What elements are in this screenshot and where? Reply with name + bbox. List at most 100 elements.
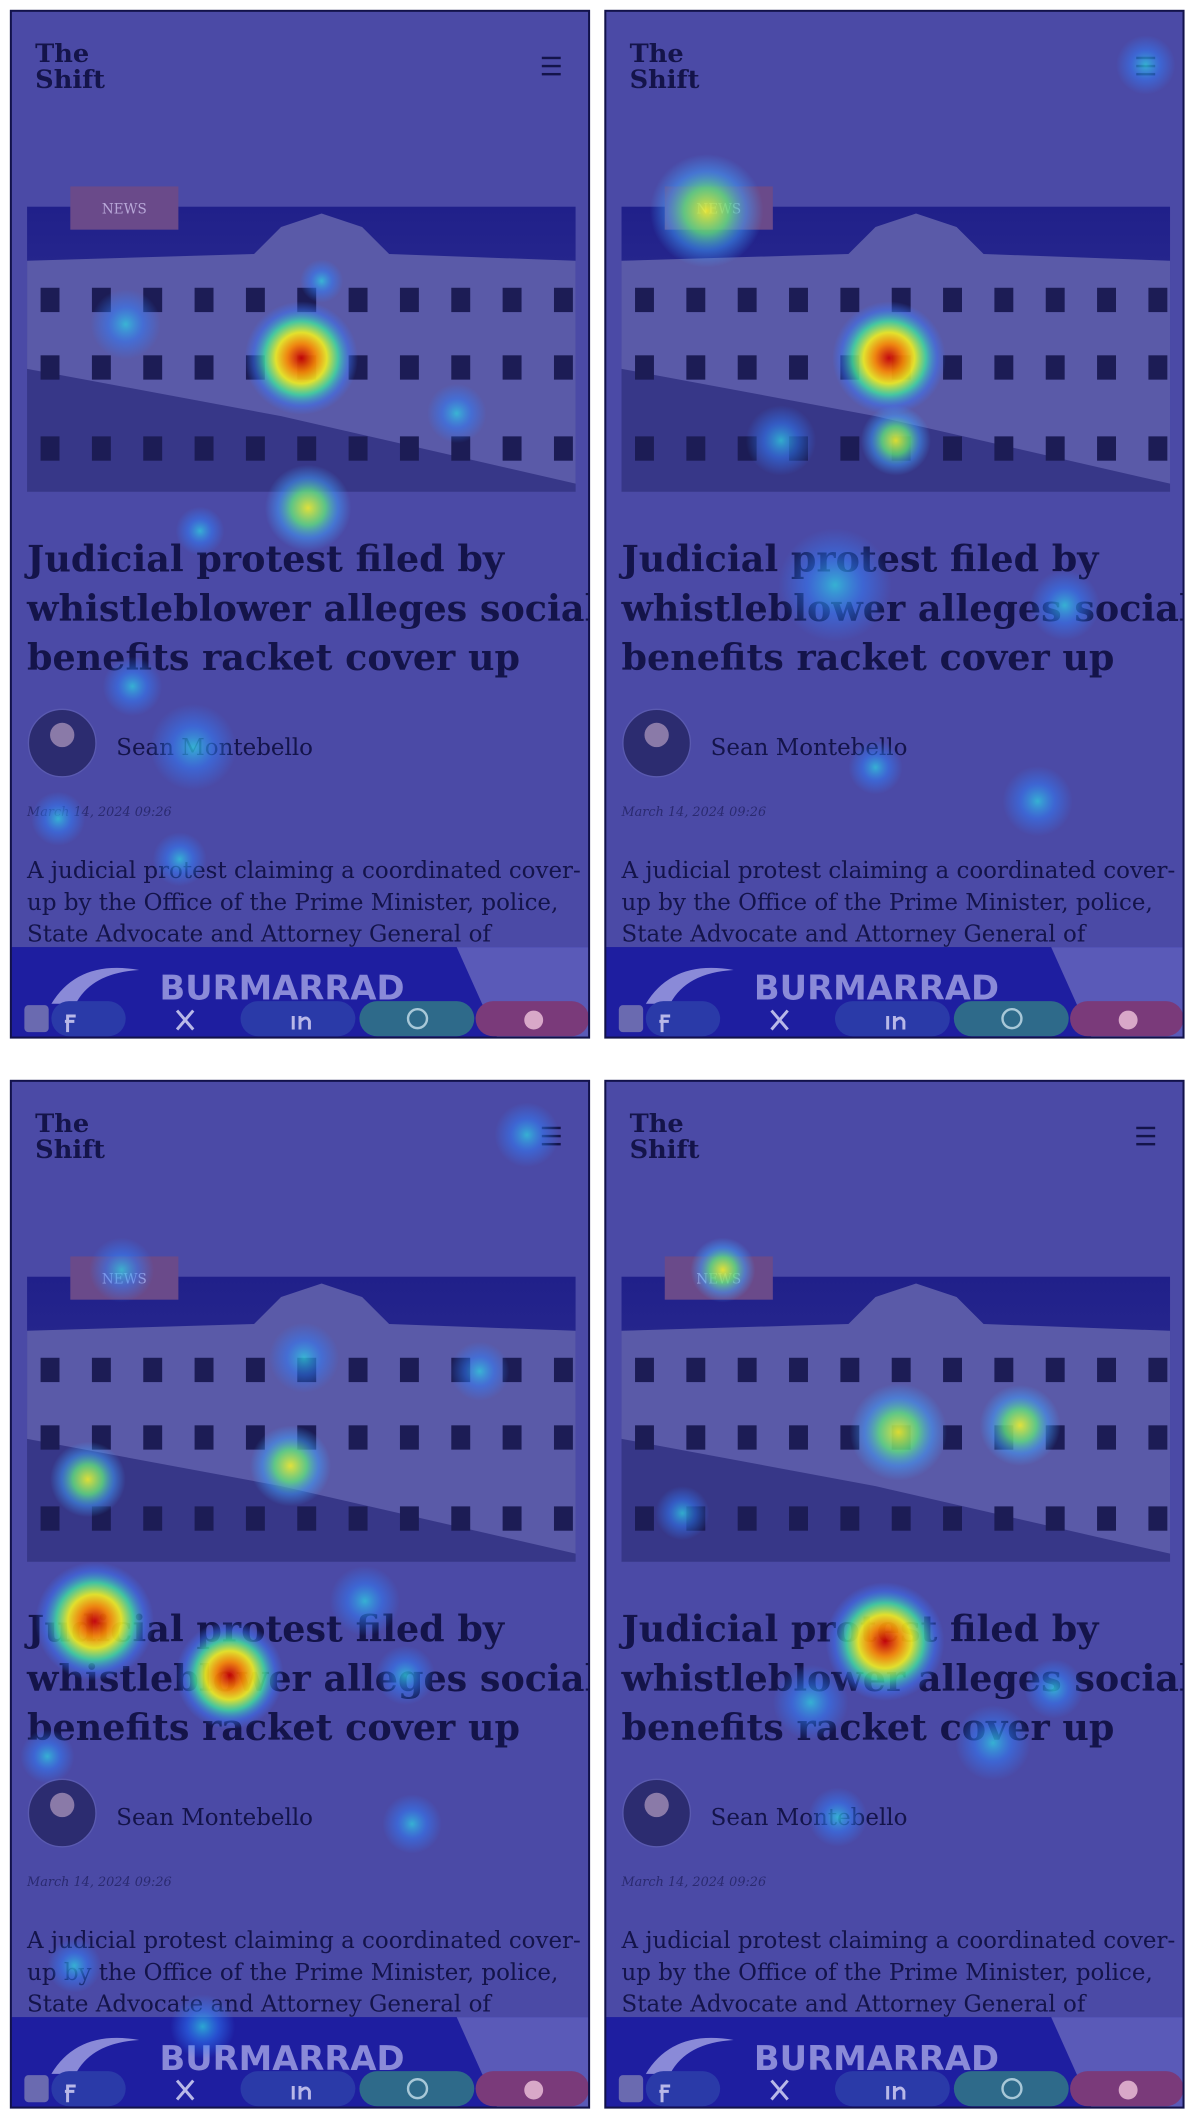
window — [553, 436, 573, 461]
share-icon — [524, 1010, 544, 1030]
heat-blob — [175, 506, 225, 556]
window — [40, 436, 60, 461]
date: March 14, 2024 09:26 — [621, 1875, 767, 1890]
window — [553, 1357, 573, 1383]
window — [1097, 1506, 1116, 1531]
share-button[interactable] — [953, 1001, 1069, 1037]
heat-blob — [772, 1664, 849, 1741]
window — [502, 287, 522, 313]
window — [737, 1425, 757, 1450]
author-name: Sean Montebello — [116, 1805, 313, 1831]
share-button[interactable] — [953, 2071, 1069, 2107]
window — [245, 1357, 265, 1383]
window — [1148, 1425, 1168, 1450]
heat-blob — [655, 1486, 710, 1541]
panel-border — [604, 1079, 1185, 2109]
news-tag — [70, 186, 179, 230]
heat-blob — [849, 1383, 948, 1481]
window — [553, 287, 573, 313]
panel-border — [9, 9, 591, 1039]
share-button[interactable] — [240, 2071, 356, 2107]
logo-line: Shift — [35, 65, 105, 95]
window — [789, 355, 808, 380]
share-icon — [291, 1015, 311, 1030]
share-icon — [406, 1007, 429, 1030]
heat-blob — [825, 1582, 945, 1701]
share-icon — [886, 1015, 906, 1030]
heat-blob — [690, 1237, 756, 1303]
window — [502, 355, 522, 380]
share-button[interactable] — [834, 2071, 950, 2107]
window — [348, 436, 368, 461]
window — [840, 1506, 860, 1531]
heat-blob — [1024, 1659, 1084, 1719]
share-button[interactable] — [51, 2071, 126, 2107]
share-button[interactable] — [51, 1001, 126, 1037]
heat-blob — [299, 259, 344, 303]
excerpt-line: State Advocate and Attorney General of — [622, 1992, 1087, 2018]
window — [451, 287, 471, 313]
share-button[interactable] — [359, 1001, 475, 1037]
window — [40, 1506, 60, 1531]
share-icon — [64, 2084, 76, 2103]
excerpt-line: up by the Office of the Prime Minister, … — [622, 1960, 1153, 1986]
window — [994, 436, 1014, 461]
heat-blob — [47, 1938, 102, 1993]
share-icon — [770, 2079, 789, 2101]
share-icon — [659, 2084, 671, 2103]
window — [737, 1357, 757, 1383]
window — [789, 287, 808, 313]
heat-blob — [1115, 35, 1176, 95]
share-button[interactable] — [834, 1001, 950, 1037]
window — [943, 1425, 962, 1450]
headline-line: whistleblower alleges social — [26, 587, 598, 630]
date: March 14, 2024 09:26 — [26, 1875, 172, 1890]
ad-logo — [645, 2037, 734, 2074]
heat-blob — [848, 740, 903, 795]
shield-icon — [24, 1005, 49, 1033]
heat-blob — [150, 703, 237, 791]
heat-blob — [102, 656, 163, 717]
window — [553, 355, 573, 380]
logo-line: The — [630, 39, 684, 69]
panel-border — [604, 9, 1185, 1039]
window — [686, 287, 706, 313]
window — [194, 1425, 214, 1450]
window — [1045, 1357, 1065, 1383]
logo-line: Shift — [630, 65, 700, 95]
share-button[interactable] — [359, 2071, 475, 2107]
window — [1045, 436, 1065, 461]
window — [348, 287, 368, 313]
window — [737, 1506, 757, 1531]
window — [943, 436, 962, 461]
window — [635, 1506, 654, 1531]
logo-line: Shift — [35, 1135, 105, 1165]
excerpt-line: State Advocate and Attorney General of — [622, 922, 1087, 948]
heat-blob — [329, 1565, 400, 1637]
window — [143, 1506, 163, 1531]
window — [994, 1357, 1014, 1383]
window — [91, 355, 111, 380]
heat-blob — [20, 1729, 75, 1784]
window — [635, 436, 654, 461]
logo-line: The — [630, 1109, 684, 1139]
logo-line: The — [35, 1109, 89, 1139]
excerpt-line: A judicial protest claiming a coordinate… — [26, 858, 581, 884]
heat-blob — [1002, 766, 1073, 837]
share-button[interactable] — [645, 2071, 721, 2107]
heat-blob — [1029, 570, 1100, 641]
window — [399, 1425, 419, 1450]
window — [686, 1425, 706, 1450]
heat-blob — [264, 464, 352, 552]
window — [348, 1357, 368, 1383]
share-button[interactable] — [645, 1001, 721, 1037]
share-button[interactable] — [240, 1001, 356, 1037]
avatar-face — [50, 722, 75, 748]
window — [1045, 355, 1065, 380]
window — [686, 1357, 706, 1383]
headline-line: benefits racket cover up — [27, 636, 520, 679]
window — [891, 1357, 911, 1383]
window — [91, 1357, 111, 1383]
share-icon — [770, 1009, 789, 1031]
